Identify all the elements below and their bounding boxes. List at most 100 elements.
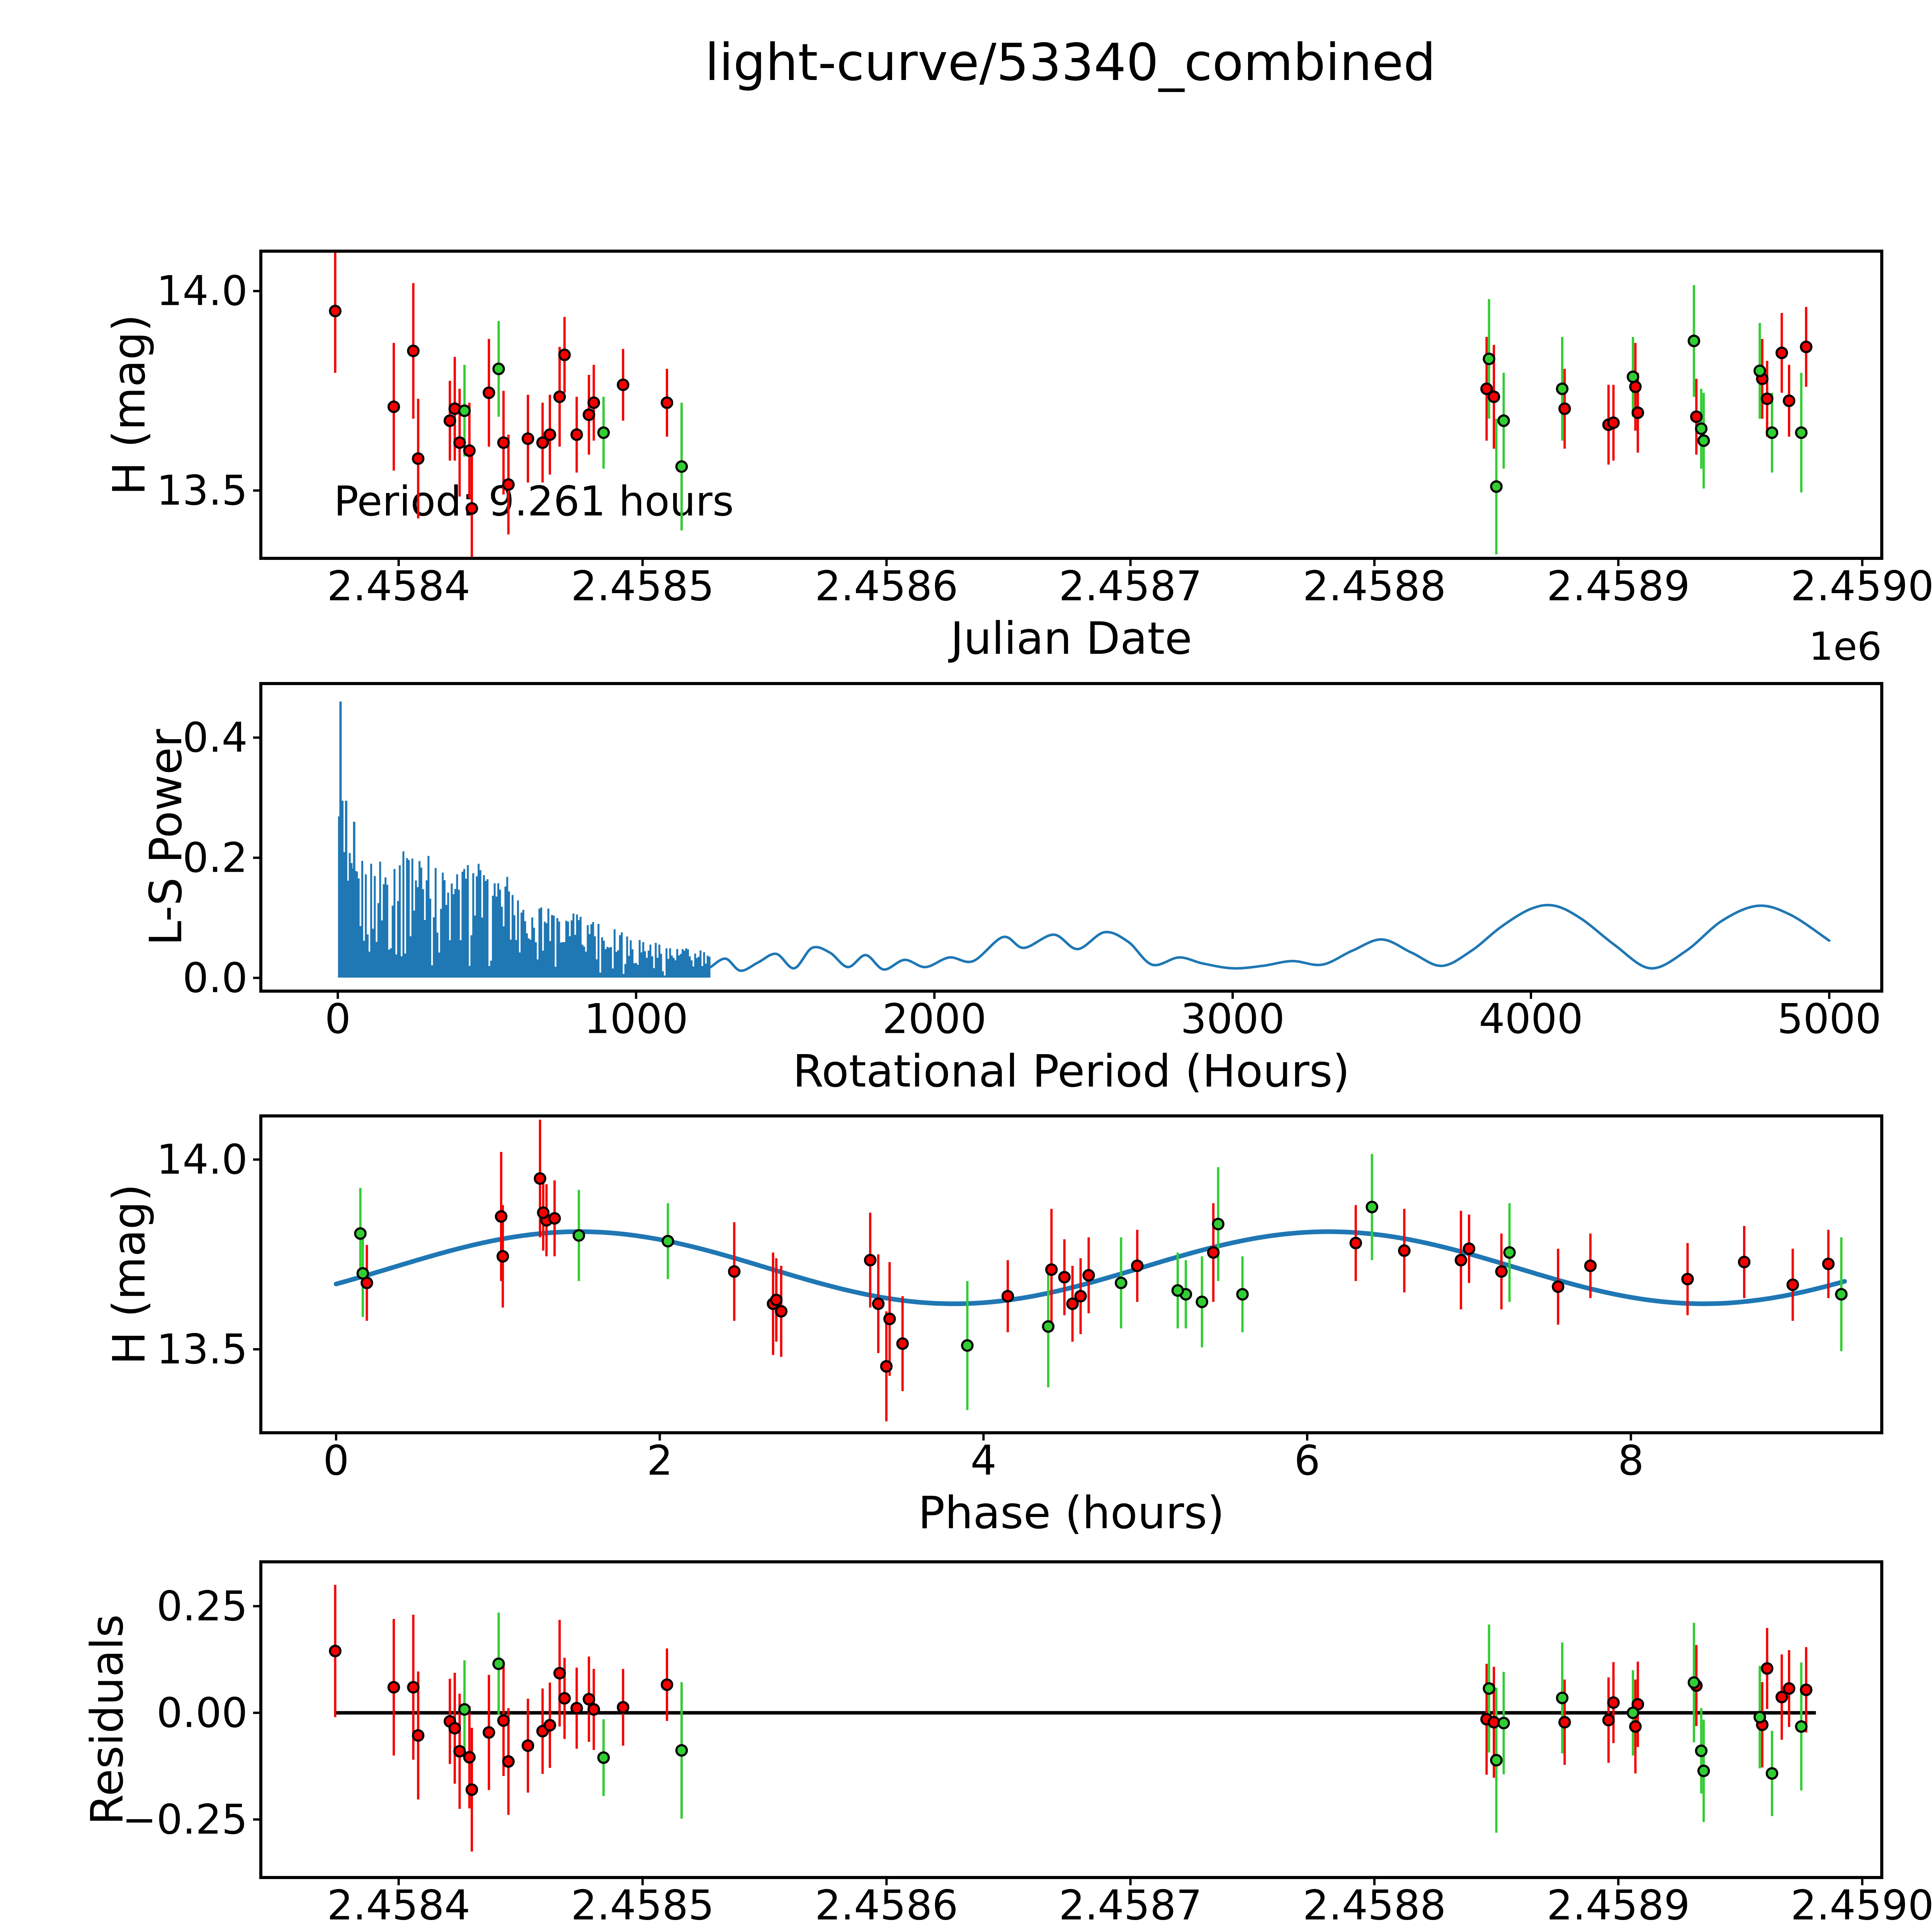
data-point [1782, 394, 1796, 407]
y-axis-label: H (mag) [104, 314, 155, 495]
data-point [1626, 370, 1639, 383]
data-point [458, 404, 471, 417]
x-tick-label: 2000 [882, 995, 986, 1043]
data-point [354, 1227, 367, 1240]
data-point [1045, 1263, 1058, 1276]
data-point [1082, 1269, 1095, 1282]
data-point [465, 1783, 478, 1796]
data-point [1607, 1696, 1620, 1709]
data-point [1487, 390, 1500, 403]
data-point [543, 1719, 556, 1732]
x-axis-label: Rotational Period (Hours) [793, 1046, 1350, 1097]
data-point [1558, 402, 1571, 415]
data-point [1631, 406, 1644, 419]
y-tick-label: 13.5 [156, 1326, 248, 1373]
data-point [1556, 1691, 1569, 1704]
period-annotation: Period: 9.261 hours [334, 478, 734, 525]
data-point [1695, 422, 1708, 435]
data-point [660, 1678, 673, 1691]
data-point [387, 1681, 400, 1694]
y-tick-label: 14.0 [156, 267, 248, 315]
data-point [497, 1714, 510, 1727]
data-point [1697, 434, 1710, 447]
data-point [1558, 1716, 1571, 1729]
data-point [1681, 1273, 1694, 1286]
data-point [1765, 426, 1779, 439]
data-point [675, 460, 688, 473]
data-point [1695, 1744, 1708, 1757]
data-point [448, 1722, 461, 1735]
x-tick-label: 5000 [1777, 995, 1881, 1043]
data-point [1584, 1259, 1597, 1272]
x-tick-label: 1000 [584, 995, 688, 1043]
data-point [1171, 1284, 1184, 1297]
data-point [770, 1294, 783, 1306]
axes-spine [259, 250, 1883, 560]
data-point [453, 436, 466, 449]
data-point [1212, 1218, 1225, 1231]
y-tick-label: −0.25 [122, 1796, 248, 1843]
figure-title: light-curve/53340_combined [705, 33, 1436, 92]
panel-lightcurve: 2.4584 2.4585 2.4586 2.4587 2.4588 2.4589 2.45… [104, 250, 1932, 669]
data-point [329, 1645, 342, 1657]
x-tick-label: 2.4585 [571, 1882, 714, 1929]
data-point [1366, 1201, 1378, 1213]
x-tick-label: 2.4590 [1791, 1882, 1932, 1929]
data-point [775, 1305, 787, 1318]
data-point [675, 1744, 688, 1757]
y-tick-label: 0.25 [156, 1582, 248, 1630]
data-point [1066, 1297, 1079, 1310]
x-tick-label: 8 [1618, 1437, 1644, 1485]
data-point [1074, 1290, 1087, 1303]
data-point [412, 452, 425, 465]
y-tick-label: 0.4 [182, 714, 248, 761]
data-point [458, 1703, 471, 1716]
x-tick-label: 2.4587 [1059, 1882, 1202, 1929]
x-tick-label: 2.4589 [1547, 1882, 1690, 1929]
x-tick-label: 2.4588 [1303, 1882, 1446, 1929]
data-point [883, 1313, 896, 1325]
data-point [1552, 1280, 1565, 1293]
x-tick-label: 2.4587 [1059, 563, 1202, 610]
data-point [502, 1755, 515, 1768]
data-point [1349, 1236, 1362, 1250]
data-point [597, 1751, 610, 1764]
data-point [1765, 1767, 1779, 1780]
data-point [1607, 416, 1620, 429]
data-point [1490, 480, 1503, 493]
data-point [356, 1267, 369, 1280]
data-layer-phase_fold [333, 1119, 1848, 1422]
y-tick-label: 0.00 [156, 1689, 248, 1736]
data-point [548, 1212, 561, 1225]
data-point [1690, 410, 1703, 423]
y-tick-label: 14.0 [156, 1136, 248, 1183]
sine-fit-curve [333, 1229, 1847, 1306]
data-point [492, 1657, 505, 1670]
data-point [582, 1693, 595, 1706]
data-point [1042, 1320, 1055, 1333]
axes-spine [259, 682, 1883, 993]
data-point [387, 400, 400, 413]
data-point [1629, 1720, 1642, 1733]
y-tick-label: 0.2 [182, 834, 248, 881]
x-tick-label: 2.4586 [815, 1882, 958, 1929]
data-point [1687, 335, 1701, 347]
data-point [1602, 1714, 1615, 1726]
data-point [1454, 1253, 1468, 1267]
data-point [522, 432, 534, 445]
data-point [553, 1667, 566, 1680]
data-point [570, 1702, 583, 1714]
data-point [522, 1739, 534, 1752]
data-point [1495, 1265, 1508, 1278]
x-tick-label: 2.4586 [815, 563, 958, 610]
axes-spine [259, 1560, 1883, 1879]
data-point [1800, 340, 1813, 354]
data-point [1196, 1295, 1208, 1308]
x-axis-offset-label: 1e6 [1809, 624, 1882, 669]
data-point [1058, 1271, 1071, 1284]
data-point [1480, 382, 1493, 395]
data-point [1753, 364, 1766, 377]
data-point [537, 1206, 550, 1219]
x-tick-label: 2.4588 [1303, 563, 1446, 610]
